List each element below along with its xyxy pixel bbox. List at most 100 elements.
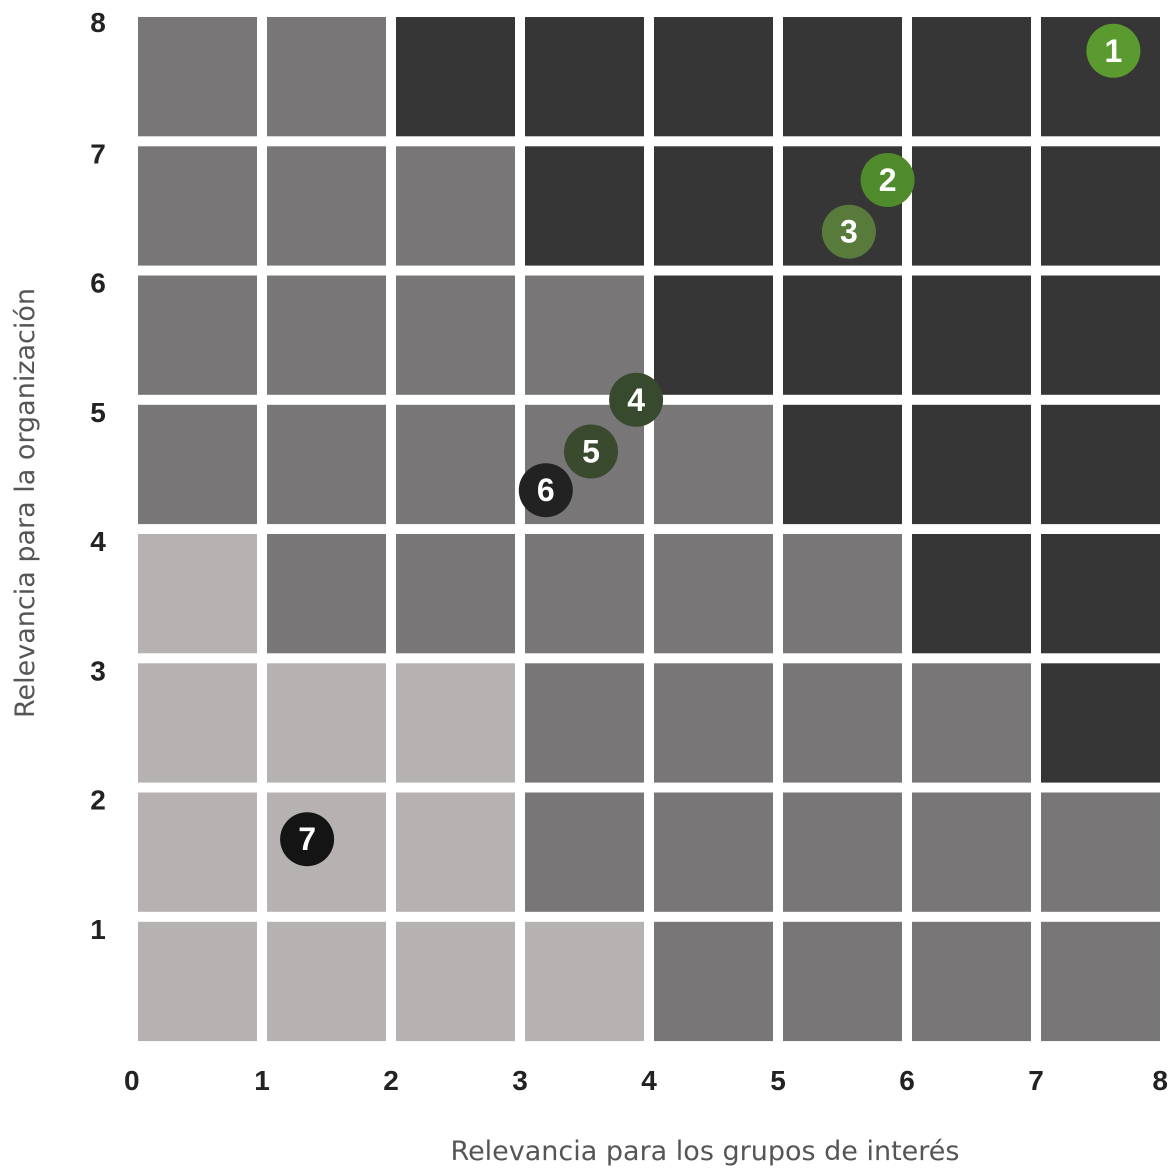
grid-cell-r8-c4 bbox=[525, 921, 644, 1042]
grid-cell-r4-c7 bbox=[912, 404, 1031, 525]
grid-cell-r1-c6 bbox=[783, 17, 902, 137]
grid-cell-r2-c1 bbox=[138, 146, 257, 266]
grid-cell-r6-c2 bbox=[267, 663, 386, 783]
data-point-3: 3 bbox=[821, 204, 876, 259]
grid-cell-r3-c3 bbox=[396, 275, 515, 395]
x-tick-6: 6 bbox=[899, 1065, 915, 1096]
x-tick-7: 7 bbox=[1028, 1065, 1044, 1096]
x-tick-1: 1 bbox=[254, 1065, 270, 1096]
grid-cell-r3-c5 bbox=[654, 275, 773, 395]
data-point-2-label: 2 bbox=[879, 162, 897, 198]
grid-cell-r2-c4 bbox=[525, 146, 644, 266]
grid-cell-r8-c6 bbox=[783, 921, 902, 1042]
grid-cell-r6-c1 bbox=[138, 663, 257, 783]
grid-cell-r3-c7 bbox=[912, 275, 1031, 395]
data-point-1-marker bbox=[1086, 23, 1141, 78]
grid-cell-r7-c5 bbox=[654, 792, 773, 912]
data-point-5-label: 5 bbox=[582, 434, 600, 470]
grid-cell-r8-c7 bbox=[912, 921, 1031, 1042]
grid-cell-r5-c4 bbox=[525, 534, 644, 654]
data-point-7: 7 bbox=[280, 812, 335, 867]
grid-cell-r7-c7 bbox=[912, 792, 1031, 912]
data-point-6: 6 bbox=[518, 463, 573, 518]
x-tick-5: 5 bbox=[770, 1065, 786, 1096]
grid-cell-r8-c2 bbox=[267, 921, 386, 1042]
grid-cell-r5-c6 bbox=[783, 534, 902, 654]
grid-cell-r3-c6 bbox=[783, 275, 902, 395]
data-points: 1 23 456 7 bbox=[280, 23, 1141, 867]
grid-cell-r6-c6 bbox=[783, 663, 902, 783]
y-tick-7: 7 bbox=[90, 138, 106, 169]
data-point-7-marker bbox=[280, 812, 335, 867]
grid-cell-r7-c1 bbox=[138, 792, 257, 912]
x-tick-8: 8 bbox=[1152, 1065, 1168, 1096]
grid-cell-r3-c4 bbox=[525, 275, 644, 395]
grid-cell-r5-c7 bbox=[912, 534, 1031, 654]
grid-cell-r1-c7 bbox=[912, 17, 1031, 137]
data-point-4-marker bbox=[609, 372, 664, 427]
y-tick-4: 4 bbox=[90, 526, 106, 557]
x-tick-4: 4 bbox=[641, 1065, 657, 1096]
grid-cell-r6-c8 bbox=[1041, 663, 1160, 783]
y-axis-title: Relevancia para la organización bbox=[10, 288, 41, 718]
data-point-3-label: 3 bbox=[840, 214, 858, 250]
data-point-1-label: 1 bbox=[1105, 33, 1123, 69]
data-point-7-label: 7 bbox=[298, 821, 316, 857]
x-tick-3: 3 bbox=[512, 1065, 528, 1096]
grid-cell-r6-c5 bbox=[654, 663, 773, 783]
y-tick-1: 1 bbox=[90, 914, 106, 945]
grid-cell-r3-c2 bbox=[267, 275, 386, 395]
x-axis-ticks: 0 1 2 3 4 5 6 7 8 bbox=[124, 1065, 1168, 1096]
grid-cell-r4-c5 bbox=[654, 404, 773, 525]
grid-cell-r1-c5 bbox=[654, 17, 773, 137]
grid-cell-r4-c2 bbox=[267, 404, 386, 525]
y-tick-3: 3 bbox=[90, 655, 106, 686]
grid-cell-r2-c5 bbox=[654, 146, 773, 266]
grid-cell-r4-c8 bbox=[1041, 404, 1160, 525]
y-tick-6: 6 bbox=[90, 268, 106, 299]
grid-cell-r3-c1 bbox=[138, 275, 257, 395]
data-point-6-marker bbox=[518, 463, 573, 518]
x-tick-2: 2 bbox=[383, 1065, 399, 1096]
grid-cell-r7-c6 bbox=[783, 792, 902, 912]
grid-cell-r6-c4 bbox=[525, 663, 644, 783]
grid-cell-r6-c7 bbox=[912, 663, 1031, 783]
y-axis-ticks: 1 2 3 4 5 6 7 8 bbox=[90, 7, 106, 945]
grid-cell-r3-c8 bbox=[1041, 275, 1160, 395]
grid-cell-r8-c1 bbox=[138, 921, 257, 1042]
y-tick-8: 8 bbox=[90, 7, 106, 38]
grid-cell-r5-c3 bbox=[396, 534, 515, 654]
grid-cell-r8-c3 bbox=[396, 921, 515, 1042]
grid-cell-r1-c3 bbox=[396, 17, 515, 137]
data-point-5: 5 bbox=[564, 424, 618, 479]
grid-cell-r4-c3 bbox=[396, 404, 515, 525]
grid-cell-r4-c1 bbox=[138, 404, 257, 525]
data-point-2: 2 bbox=[860, 153, 915, 207]
grid-cell-r5-c5 bbox=[654, 534, 773, 654]
grid-cell-r2-c8 bbox=[1041, 146, 1160, 266]
data-point-5-marker bbox=[564, 424, 618, 479]
grid-cell-r1-c2 bbox=[267, 17, 386, 137]
data-point-4: 4 bbox=[609, 372, 664, 427]
grid-cell-r6-c3 bbox=[396, 663, 515, 783]
data-point-4-label: 4 bbox=[627, 382, 645, 418]
grid-cell-r2-c3 bbox=[396, 146, 515, 266]
grid-cell-r5-c2 bbox=[267, 534, 386, 654]
grid-cell-r1-c4 bbox=[525, 17, 644, 137]
data-point-3-marker bbox=[821, 204, 876, 259]
grid-cell-r2-c2 bbox=[267, 146, 386, 266]
x-tick-0: 0 bbox=[124, 1065, 140, 1096]
data-point-1: 1 bbox=[1086, 23, 1141, 78]
x-axis-title: Relevancia para los grupos de interés bbox=[451, 1136, 960, 1167]
grid-cell-r7-c3 bbox=[396, 792, 515, 912]
grid-cells bbox=[138, 17, 1160, 1042]
data-point-2-marker bbox=[860, 153, 915, 207]
grid-cell-r7-c8 bbox=[1041, 792, 1160, 912]
grid-cell-r2-c7 bbox=[912, 146, 1031, 266]
y-tick-2: 2 bbox=[90, 785, 106, 816]
grid-cell-r1-c1 bbox=[138, 17, 257, 137]
data-point-6-label: 6 bbox=[537, 472, 555, 508]
grid-cell-r8-c8 bbox=[1041, 921, 1160, 1042]
y-tick-5: 5 bbox=[90, 397, 106, 428]
